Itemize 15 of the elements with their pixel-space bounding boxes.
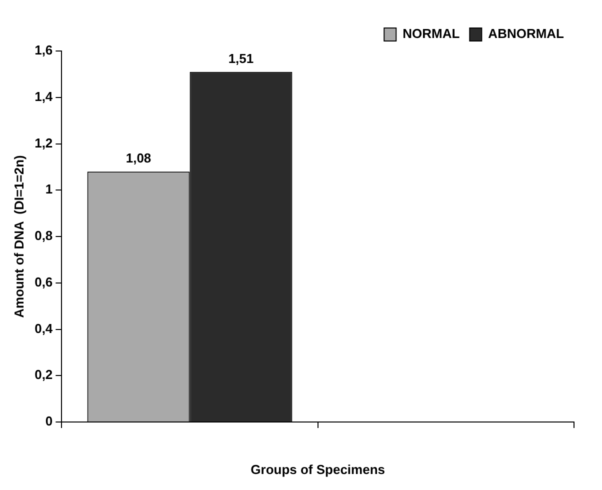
x-axis-title: Groups of Specimens bbox=[250, 462, 386, 477]
y-tick-label: 0,8 bbox=[34, 228, 53, 244]
y-tick-label: 0,2 bbox=[34, 367, 53, 382]
y-tick-label: 0,4 bbox=[34, 320, 54, 336]
text: 1,51 bbox=[228, 50, 254, 66]
y-tick-label: 1,4 bbox=[34, 88, 54, 104]
y-tick-label: 1,6 bbox=[34, 42, 53, 58]
text: 1,08 bbox=[126, 150, 152, 166]
legend-label: ABNORMAL bbox=[488, 26, 564, 42]
legend-label: NORMAL bbox=[402, 26, 460, 42]
y-axis-title: Amount of DNA (DI=1=2n) bbox=[11, 155, 26, 318]
y-tick-label: 0 bbox=[45, 414, 53, 429]
y-tick-label: 1 bbox=[45, 182, 53, 197]
y-tick-label: 0,6 bbox=[34, 274, 53, 290]
y-tick-label: 1,2 bbox=[34, 135, 53, 150]
